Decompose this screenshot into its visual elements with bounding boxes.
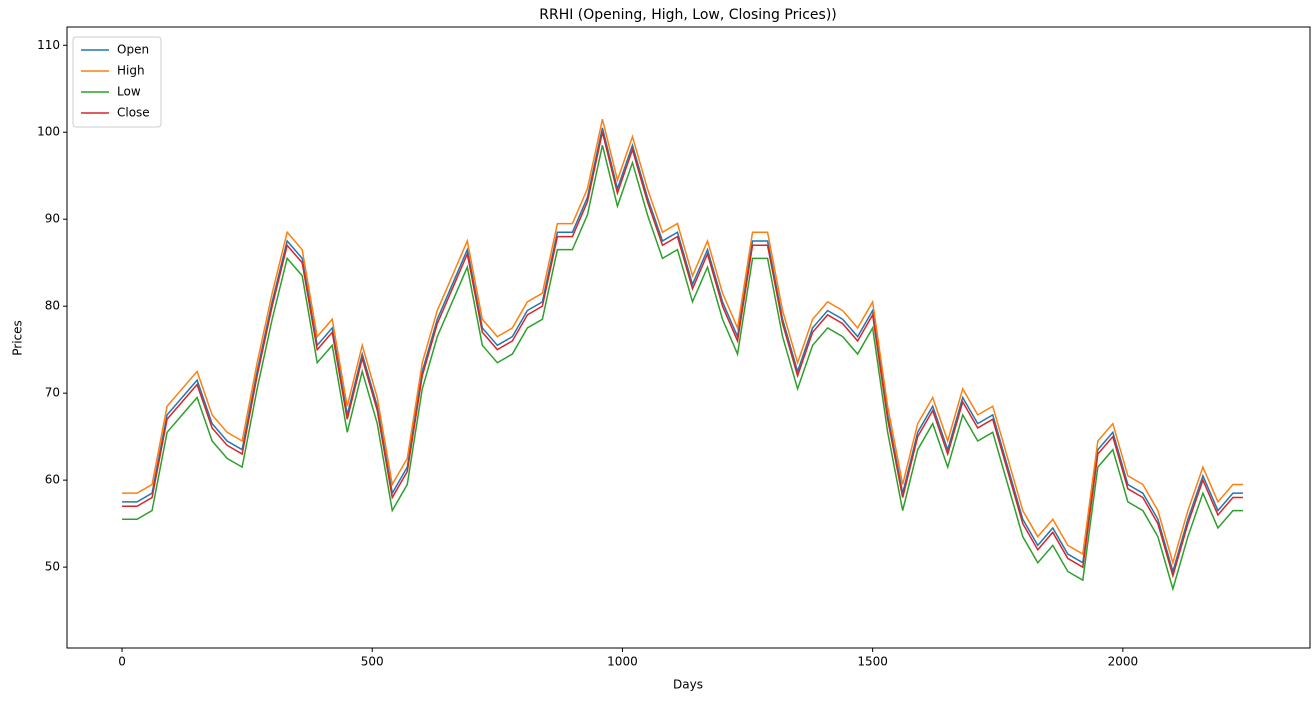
x-tick-label: 1000 bbox=[607, 655, 638, 669]
x-tick-label: 2000 bbox=[1108, 655, 1139, 669]
y-tick-label: 100 bbox=[37, 125, 60, 139]
y-tick-label: 70 bbox=[45, 386, 60, 400]
chart-title: RRHI (Opening, High, Low, Closing Prices… bbox=[539, 7, 837, 23]
plot-frame bbox=[66, 26, 1311, 649]
legend-label: High bbox=[117, 64, 145, 78]
legend-label: Low bbox=[117, 85, 141, 99]
series-line bbox=[122, 132, 1243, 579]
legend-label: Close bbox=[117, 106, 150, 120]
legend-label: Open bbox=[117, 43, 149, 57]
series-line bbox=[122, 119, 1243, 566]
x-tick-label: 1500 bbox=[857, 655, 888, 669]
x-tick-label: 0 bbox=[118, 655, 126, 669]
y-tick-label: 50 bbox=[45, 560, 60, 574]
y-axis-label: Prices bbox=[11, 320, 25, 356]
y-tick-label: 110 bbox=[37, 38, 60, 52]
legend-box bbox=[72, 36, 162, 128]
series-line bbox=[122, 127, 1243, 575]
x-tick-label: 500 bbox=[361, 655, 384, 669]
series-line bbox=[122, 145, 1243, 592]
y-tick-label: 80 bbox=[45, 299, 60, 313]
x-axis-label: Days bbox=[673, 678, 703, 692]
y-tick-label: 90 bbox=[45, 212, 60, 226]
y-tick-label: 60 bbox=[45, 473, 60, 487]
